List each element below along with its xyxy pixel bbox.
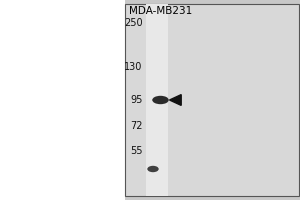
Text: 130: 130: [124, 62, 142, 72]
Ellipse shape: [152, 96, 169, 104]
FancyBboxPatch shape: [124, 4, 298, 196]
Ellipse shape: [147, 166, 159, 172]
Text: 72: 72: [130, 121, 142, 131]
FancyBboxPatch shape: [0, 0, 124, 200]
FancyBboxPatch shape: [146, 4, 168, 196]
Polygon shape: [169, 95, 181, 105]
Text: MDA-MB231: MDA-MB231: [129, 6, 192, 16]
Text: 55: 55: [130, 146, 142, 156]
Text: 250: 250: [124, 18, 142, 28]
Text: 95: 95: [130, 95, 142, 105]
